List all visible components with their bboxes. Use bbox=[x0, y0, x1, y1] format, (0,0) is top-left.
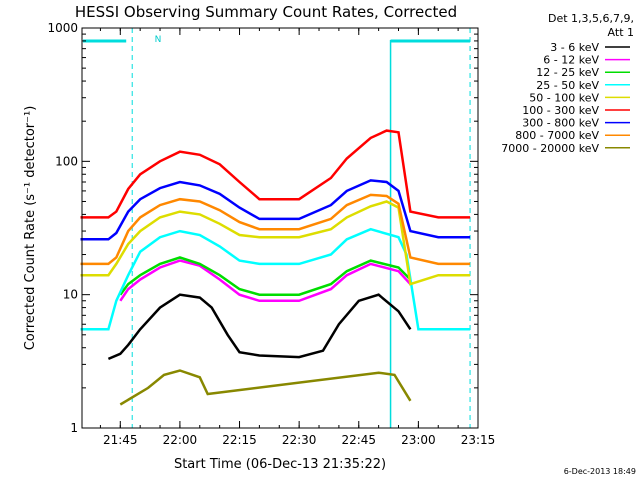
series-line bbox=[119, 259, 412, 303]
series-layer bbox=[80, 129, 471, 406]
y-axis-label: Corrected Count Rate (s⁻¹ detector⁻¹) bbox=[23, 106, 38, 351]
legend-entry: 25 - 50 keV bbox=[536, 79, 599, 92]
x-axis-label: Start Time (06-Dec-13 21:35:22) bbox=[174, 457, 386, 472]
series-line bbox=[80, 129, 471, 219]
x-tick-label: 21:45 bbox=[103, 433, 138, 447]
chart-title: HESSI Observing Summary Count Rates, Cor… bbox=[75, 3, 457, 21]
legend-entry: 6 - 12 keV bbox=[543, 54, 599, 67]
y-tick-label: 100 bbox=[55, 154, 78, 168]
legend-header: Det 1,3,5,6,7,9, bbox=[548, 12, 634, 25]
x-tick-label: 23:15 bbox=[461, 433, 496, 447]
legend-entry: 50 - 100 keV bbox=[529, 91, 599, 104]
series-line bbox=[107, 293, 412, 361]
y-tick-label: 1000 bbox=[47, 21, 78, 35]
legend-entry: 7000 - 20000 keV bbox=[501, 142, 599, 155]
x-tick-label: 22:45 bbox=[341, 433, 376, 447]
series-line bbox=[80, 200, 471, 286]
series-line bbox=[119, 369, 412, 406]
legend-entry: 100 - 300 keV bbox=[522, 104, 599, 117]
y-tick-label: 10 bbox=[63, 288, 78, 302]
legend-entry: 300 - 800 keV bbox=[522, 117, 599, 130]
x-tick-label: 23:00 bbox=[401, 433, 436, 447]
series-line bbox=[80, 193, 471, 266]
x-tick-label: 22:00 bbox=[163, 433, 198, 447]
series-line bbox=[80, 179, 471, 241]
legend-entry: 3 - 6 keV bbox=[550, 41, 599, 54]
legend-entry: 800 - 7000 keV bbox=[515, 129, 599, 142]
series-line bbox=[119, 256, 412, 296]
annotation-n: N bbox=[155, 35, 162, 45]
legend-header: Att 1 bbox=[608, 26, 634, 39]
axis-layer: 21:45 22:00 22:15 22:30 22:45 23:00 23:15 1 10 10… bbox=[47, 21, 495, 447]
footer-timestamp: 6-Dec-2013 18:49 bbox=[564, 467, 636, 476]
legend-entry: 12 - 25 keV bbox=[536, 66, 599, 79]
plot-frame bbox=[81, 27, 479, 429]
y-tick-label: 1 bbox=[70, 421, 78, 435]
x-tick-label: 22:30 bbox=[282, 433, 317, 447]
x-tick-label: 22:15 bbox=[222, 433, 257, 447]
